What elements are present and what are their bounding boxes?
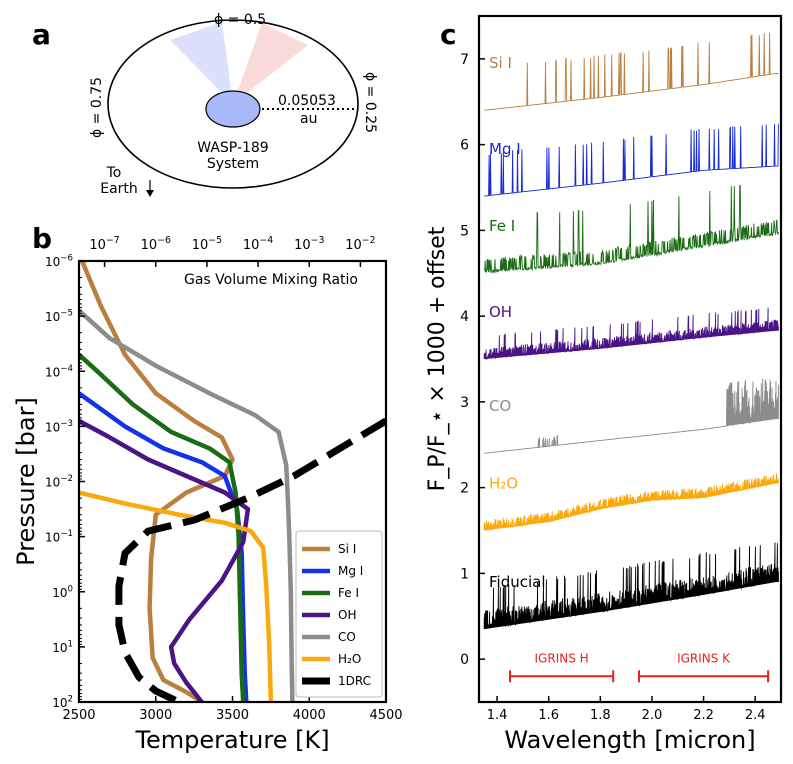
phase-wedge-red — [233, 23, 308, 104]
distance-unit: au — [300, 111, 317, 127]
orbit-ellipse — [107, 19, 359, 189]
system-name-line1: WASP-189 — [197, 140, 268, 156]
series-label-0: Si I — [489, 54, 512, 72]
legend-label-5: H₂O — [338, 652, 361, 666]
chart-c-xlabel: Wavelength [micron] — [504, 726, 755, 754]
y-tick-label: 10−5 — [45, 309, 73, 324]
spectrum-mg-i — [484, 123, 779, 197]
y-tick-label: 1 — [460, 566, 469, 582]
spectrum-fiducial — [483, 542, 779, 630]
chart-c: Si I Mg I Fe I OH CO H₂O Fiducial IGRINS H IGRIN… — [425, 14, 783, 754]
legend-label-3: OH — [338, 608, 356, 622]
y-tick-label: 0 — [460, 652, 469, 668]
spectra-area — [483, 32, 779, 630]
profile-line-5 — [79, 490, 274, 702]
x-tick-label: 1.4 — [487, 708, 508, 723]
phase-label-left: ϕ = 0.75 — [89, 77, 105, 138]
legend-label-6: 1DRC — [338, 674, 371, 688]
spectrum-oh — [483, 307, 779, 361]
top-tick-label: 10−4 — [243, 235, 273, 253]
y-tick-label: 7 — [460, 52, 469, 68]
x-tick-label: 2.0 — [642, 708, 663, 723]
y-tick-label: 102 — [52, 695, 73, 710]
profile-line-3 — [79, 418, 251, 702]
y-tick-label: 10−2 — [45, 474, 73, 489]
chart-b-annotation: Gas Volume Mixing Ratio — [184, 272, 358, 288]
x-tick-label: 2.4 — [745, 708, 766, 723]
orbit-diagram: ϕ = 0.5 ϕ = 0.75 ϕ = 0.25 0.05053 au WAS… — [89, 12, 378, 197]
x-tick-label: 4500 — [369, 708, 402, 723]
y-tick-label: 5 — [460, 223, 469, 239]
legend-label-2: Fe I — [338, 586, 359, 600]
band-label-0: IGRINS H — [535, 651, 589, 665]
spectrum-co — [484, 378, 779, 454]
system-name-line2: System — [207, 156, 259, 172]
profile-line-2 — [79, 353, 246, 702]
y-tick-label: 101 — [52, 639, 73, 654]
profile-line-0 — [80, 261, 235, 702]
spectrum-h2o — [483, 473, 779, 532]
series-label-3: OH — [489, 303, 512, 321]
chart-b: 2500 3000 3500 4000 4500 10−6 10−5 10−4 10−3 10−2… — [12, 235, 403, 754]
x-tick-label: 2500 — [62, 708, 95, 723]
spectrum-fe-i — [484, 184, 779, 274]
panel-b-letter: b — [32, 222, 52, 255]
chart-c-ylabel: F_P/F_⋆ × 1000 + offset — [425, 226, 450, 491]
x-tick-label: 4000 — [293, 708, 326, 723]
panel-c-letter: c — [440, 18, 457, 51]
profile-line-1 — [79, 391, 249, 702]
phase-label-right: ϕ = 0.25 — [362, 72, 378, 133]
y-tick-label: 2 — [460, 481, 469, 497]
y-tick-label: 4 — [460, 309, 469, 325]
star-icon — [205, 90, 261, 128]
series-label-5: H₂O — [489, 474, 518, 492]
phase-wedge-blue — [170, 22, 233, 104]
band-label-1: IGRINS K — [677, 651, 731, 665]
chart-b-xlabel: Temperature [K] — [134, 726, 329, 754]
x-tick-label: 1.8 — [590, 708, 611, 723]
y-tick-label: 10−6 — [45, 254, 73, 269]
series-label-4: CO — [489, 397, 511, 415]
chart-b-legend: Si I Mg I Fe I OH CO H₂O 1DRC — [295, 530, 383, 698]
legend-label-0: Si I — [338, 542, 356, 556]
top-tick-label: 10−6 — [141, 235, 171, 253]
spectrum-si-i — [484, 32, 779, 111]
distance-value: 0.05053 — [278, 93, 336, 109]
top-tick-label: 10−3 — [294, 235, 324, 253]
profile-lines — [79, 261, 386, 702]
top-tick-label: 10−2 — [345, 235, 375, 253]
panel-a-letter: a — [32, 18, 51, 51]
y-tick-label: 10−1 — [45, 529, 73, 544]
phase-label-top: ϕ = 0.5 — [214, 12, 266, 28]
series-label-6: Fiducial — [489, 573, 546, 591]
y-tick-label: 10−3 — [45, 419, 73, 434]
y-tick-label: 10−4 — [45, 364, 73, 379]
x-tick-label: 3500 — [216, 708, 249, 723]
legend-label-1: Mg I — [338, 564, 363, 578]
x-tick-label: 3000 — [139, 708, 172, 723]
profile-line-6 — [115, 417, 386, 702]
earth-arrow-head-icon — [146, 190, 154, 197]
series-label-1: Mg I — [489, 140, 521, 158]
x-tick-label: 1.6 — [538, 708, 559, 723]
top-tick-label: 10−7 — [89, 235, 119, 253]
chart-c-frame — [477, 14, 783, 704]
earth-label-line1: To — [106, 165, 122, 181]
y-tick-label: 100 — [52, 584, 73, 599]
top-tick-label: 10−5 — [192, 235, 222, 253]
x-tick-label: 2.2 — [693, 708, 714, 723]
profile-line-4 — [79, 308, 295, 702]
legend-label-4: CO — [338, 630, 356, 644]
y-tick-label: 6 — [460, 138, 469, 154]
chart-b-ylabel: Pressure [bar] — [12, 397, 40, 566]
earth-label-line2: Earth — [100, 181, 138, 197]
y-tick-label: 3 — [460, 395, 469, 411]
series-label-2: Fe I — [489, 217, 515, 235]
